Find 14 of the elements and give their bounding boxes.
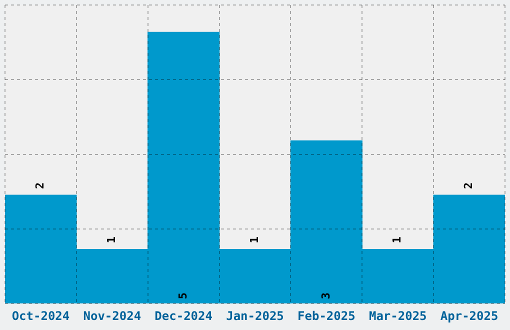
data-label: 3 xyxy=(319,292,332,300)
x-tick-label: Mar-2025 xyxy=(368,308,427,323)
x-tick-label: Feb-2025 xyxy=(298,308,356,323)
data-label: 1 xyxy=(248,236,261,244)
data-label: 2 xyxy=(34,182,47,190)
x-tick-label: Apr-2025 xyxy=(440,308,498,323)
data-label: 1 xyxy=(390,236,404,244)
x-tick-label: Jan-2025 xyxy=(226,308,284,323)
x-tick-label: Oct-2024 xyxy=(12,308,70,323)
data-label: 1 xyxy=(105,236,118,244)
data-label: 2 xyxy=(462,182,476,190)
data-label: 5 xyxy=(176,292,190,300)
x-tick-label: Nov-2024 xyxy=(83,308,142,323)
x-tick-label: Dec-2024 xyxy=(154,308,212,323)
